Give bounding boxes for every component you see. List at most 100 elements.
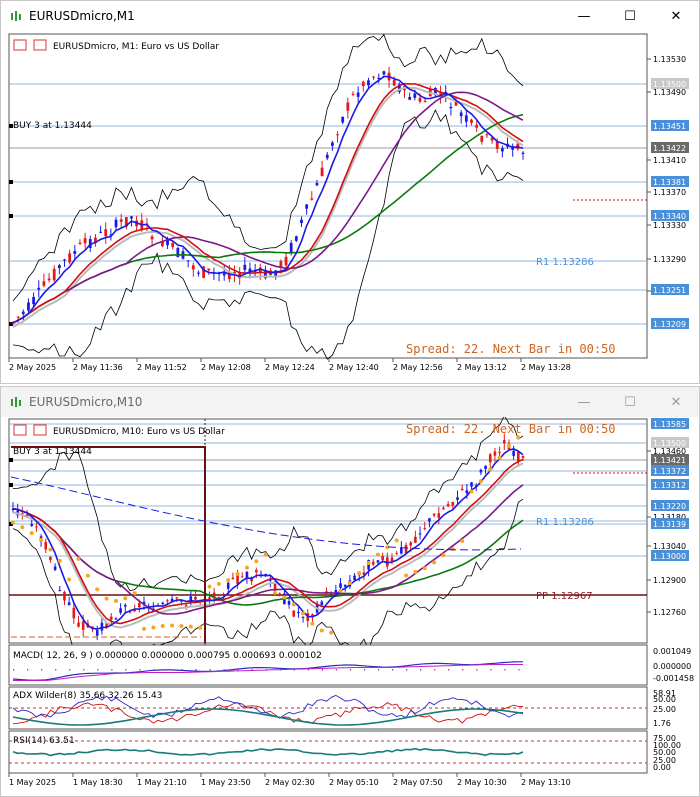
candle-body [451,501,455,506]
r1-label: R1 1.13286 [536,257,594,268]
macd-line [12,661,523,681]
title-bar[interactable]: EURUSDmicro,M10 — ☐ ✕ [1,387,699,417]
price-tag-text: 1.13500 [653,80,686,89]
indicator-icon [33,39,47,51]
minimize-button[interactable]: — [561,387,607,417]
sar-dot [441,553,446,558]
close-button[interactable]: ✕ [653,1,699,31]
candle-body [202,266,206,278]
candle-body [400,547,403,554]
candle-body [423,100,427,102]
candle-body [521,456,525,458]
price-tag-text: 1.13312 [653,481,686,490]
price-tag-text: 1.13000 [653,552,686,561]
candle-body [287,601,291,605]
candle-body [184,605,188,607]
candle-body [94,237,97,244]
price-chart-m10[interactable]: EURUSDmicro, M10: Euro vs US Dollar BUY … [1,417,699,797]
candle-body [521,152,525,154]
sar-dot [57,558,62,563]
candle-body [381,556,384,560]
spread-text: Spread: 22. Next Bar in 00:50 [406,422,616,436]
title-bar[interactable]: EURUSDmicro,M1 — ☐ ✕ [1,1,699,31]
order-marker [9,458,13,462]
candle-body [442,507,445,510]
candle-body [49,556,52,561]
macd-histogram-bar [209,669,211,671]
close-button[interactable]: ✕ [653,387,699,417]
candle-body [138,602,141,608]
price-chart-m1[interactable]: EURUSDmicro, M1: Euro vs US Dollar BUY 3… [1,32,699,384]
candle-body [124,217,128,227]
y-tick-label: 1.13460 [653,447,686,456]
candle-body [83,238,87,244]
price-tag [651,210,689,221]
chart-window-m10[interactable]: EURUSDmicro,M10 — ☐ ✕ EURUSDmicro, M10: … [0,386,700,797]
rsi-line [12,747,524,757]
candle-body [376,560,380,563]
macd-histogram-bar [265,669,267,671]
candle-body [73,251,77,254]
sar-dot [29,531,34,536]
sar-dot [413,569,418,574]
sar-dot [310,621,315,626]
maximize-button[interactable]: ☐ [607,1,653,31]
candle-body [413,93,417,98]
price-tag [651,465,689,476]
candle-body [21,311,25,315]
macd-histogram-bar [307,669,309,671]
price-tag [651,518,689,529]
y-tick-label: 1.12760 [653,608,686,617]
adx-main [12,708,524,726]
minimize-button[interactable]: — [561,1,607,31]
x-tick-label: 1 May 21:10 [137,778,187,787]
candle-body [409,542,413,546]
candle-body [240,576,244,578]
sar-dot [506,443,511,448]
candle-body [475,124,479,128]
candle-body [189,596,193,603]
candle-body [434,87,437,96]
candle-body [470,119,473,123]
candle-body [67,602,71,606]
macd-histogram-bar [153,669,155,671]
chart-window-m1[interactable]: EURUSDmicro,M1 — ☐ ✕ EURUSDmicro, M1: Eu… [0,0,700,384]
macd-signal [13,664,523,681]
price-tag-text: 1.13372 [653,467,686,476]
candle-body [456,497,459,500]
candle-body [292,610,296,617]
price-tag-text: 1.13340 [653,212,686,221]
price-tag-text: 1.13422 [653,144,686,153]
macd-histogram-bar [518,669,520,671]
close-icon: ✕ [670,8,682,24]
buy-order-label: BUY 3 at 1.13444 [13,447,92,457]
order-marker [9,483,13,487]
macd-histogram-bar [279,669,281,671]
sar-dot [179,624,184,629]
candle-body [490,137,494,141]
price-tag-text: 1.13139 [653,520,686,529]
maximize-button[interactable]: ☐ [607,387,653,417]
macd-histogram-bar [251,669,253,671]
sar-dot [366,561,371,566]
candle-body [243,264,247,270]
candle-body [123,604,127,607]
candle-body [248,268,252,273]
macd-histogram-bar [195,669,197,671]
candle-body [432,513,436,516]
price-tag [651,479,689,490]
maximize-icon: ☐ [624,394,636,410]
macd-histogram-bar [335,669,338,671]
rsi-tick-2: 100.00 [653,741,681,750]
macd-tick-mid: 0.000000 [653,662,691,671]
sar-dot [20,525,25,530]
x-tick-label: 2 May 13:28 [521,363,571,372]
x-tick-label: 1 May 18:30 [73,778,123,787]
sar-dot [104,596,109,601]
x-tick-label: 2 May 05:10 [329,778,379,787]
macd-histogram-bar [167,669,169,671]
macd-histogram-bar [13,669,15,671]
sar-dot [263,552,268,557]
sar-dot [488,467,493,472]
sar-dot [48,547,53,552]
